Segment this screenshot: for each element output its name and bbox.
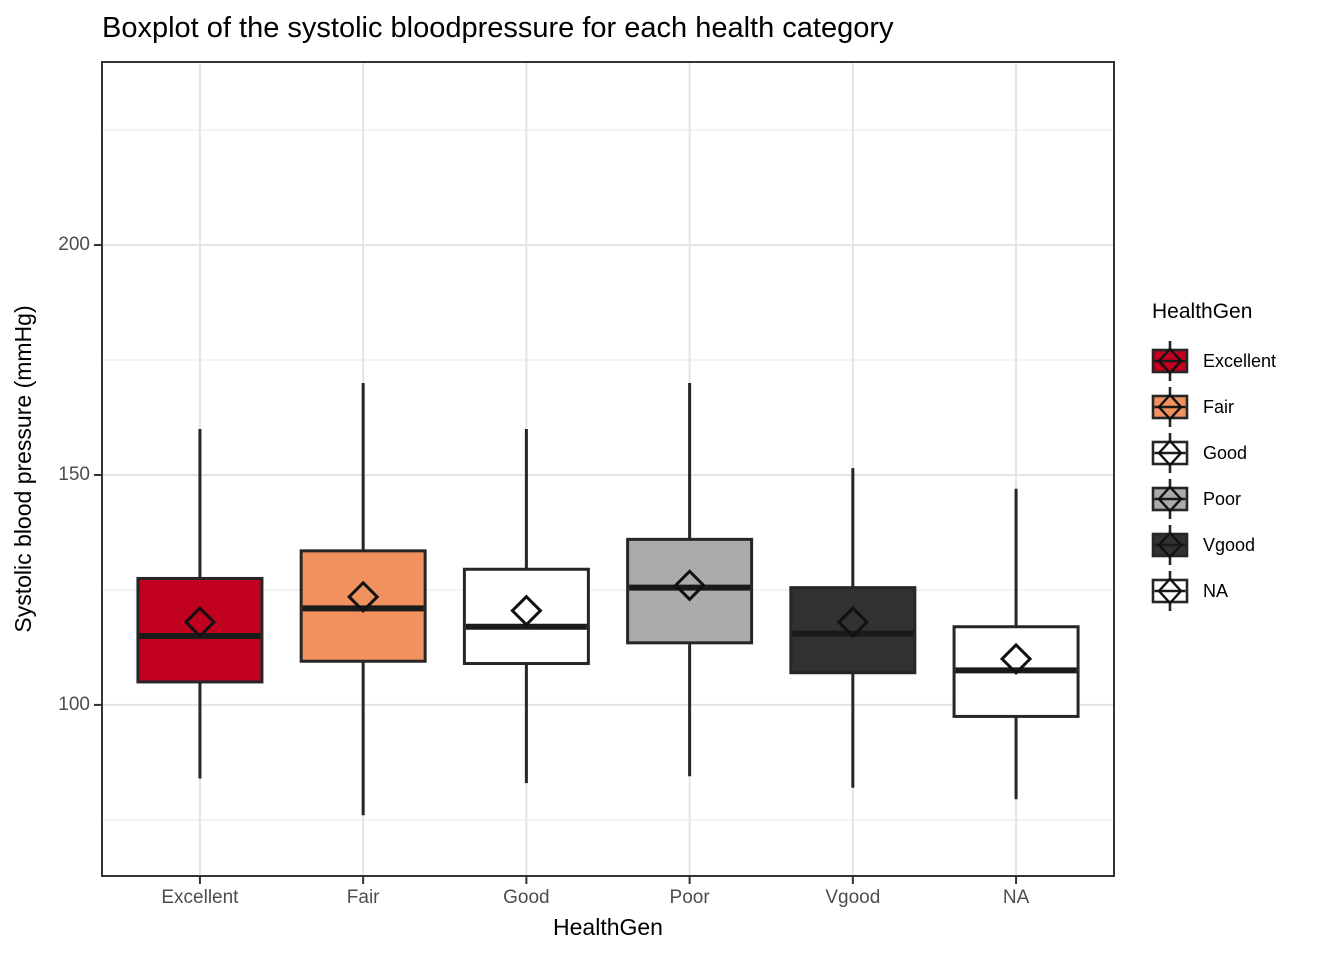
chart-panel <box>102 62 1114 876</box>
y-tick-label: 150 <box>58 463 90 485</box>
mean-diamond <box>836 606 869 639</box>
x-tick-label-fair: Fair <box>346 887 380 908</box>
iqr-box <box>789 586 917 675</box>
boxplot-key-icon <box>1151 433 1189 473</box>
key-diamond <box>1157 531 1183 559</box>
mean-diamond <box>999 642 1033 676</box>
legend-label: NA <box>1203 580 1229 601</box>
legend-item-fair: Fair <box>1150 384 1276 430</box>
y-axis-title: Systolic blood pressure (mmHg) <box>10 305 36 633</box>
iqr-box <box>136 576 264 684</box>
legend-item-excellent: Excellent <box>1150 338 1276 384</box>
boxplot-key-icon <box>1151 387 1189 427</box>
mean-diamond <box>510 594 543 627</box>
mean-diamond <box>183 606 217 639</box>
x-tick-label-na: NA <box>1002 887 1030 908</box>
boxplot-vgood <box>789 468 917 788</box>
legend-label: Poor <box>1203 488 1242 509</box>
boxplot-na <box>952 488 1080 800</box>
legend-item-poor: Poor <box>1150 476 1276 522</box>
mean-diamond <box>673 569 706 602</box>
boxplot-excellent <box>136 428 264 779</box>
legend-label: Good <box>1203 442 1248 463</box>
x-tick-label-vgood: Vgood <box>825 887 881 908</box>
boxplot-fair <box>299 383 427 816</box>
mean-diamond <box>347 580 380 613</box>
legend: HealthGen Excellent Fair Good Poor Vgood… <box>1150 300 1276 614</box>
x-tick-label-good: Good <box>503 887 550 908</box>
boxplot-poor <box>626 383 754 777</box>
key-diamond <box>1157 439 1183 467</box>
x-tick-label-poor: Poor <box>669 887 710 908</box>
legend-label: Vgood <box>1203 534 1256 555</box>
boxplot-key-icon <box>1151 571 1189 611</box>
plot-title: Boxplot of the systolic bloodpressure fo… <box>102 12 894 44</box>
key-diamond <box>1157 347 1183 375</box>
y-tick-label: 200 <box>58 234 90 256</box>
legend-item-vgood: Vgood <box>1150 522 1276 568</box>
panel-border <box>101 61 1115 877</box>
boxplot-good <box>462 428 590 784</box>
legend-title: HealthGen <box>1152 300 1253 323</box>
iqr-box <box>462 567 590 666</box>
key-diamond <box>1157 485 1183 513</box>
legend-item-na: NA <box>1150 568 1276 614</box>
boxplot-key-icon <box>1151 525 1189 565</box>
legend-label: Fair <box>1203 396 1234 417</box>
legend-label: Excellent <box>1203 350 1277 371</box>
legend-item-good: Good <box>1150 430 1276 476</box>
key-diamond <box>1157 393 1183 421</box>
key-diamond <box>1157 577 1183 605</box>
boxplot-key-icon <box>1151 479 1189 519</box>
boxplot-key-icon <box>1151 341 1189 381</box>
y-tick-label: 100 <box>58 693 90 715</box>
iqr-box <box>626 537 754 645</box>
x-axis-title: HealthGen <box>553 914 663 940</box>
x-tick-label-excellent: Excellent <box>161 887 239 908</box>
